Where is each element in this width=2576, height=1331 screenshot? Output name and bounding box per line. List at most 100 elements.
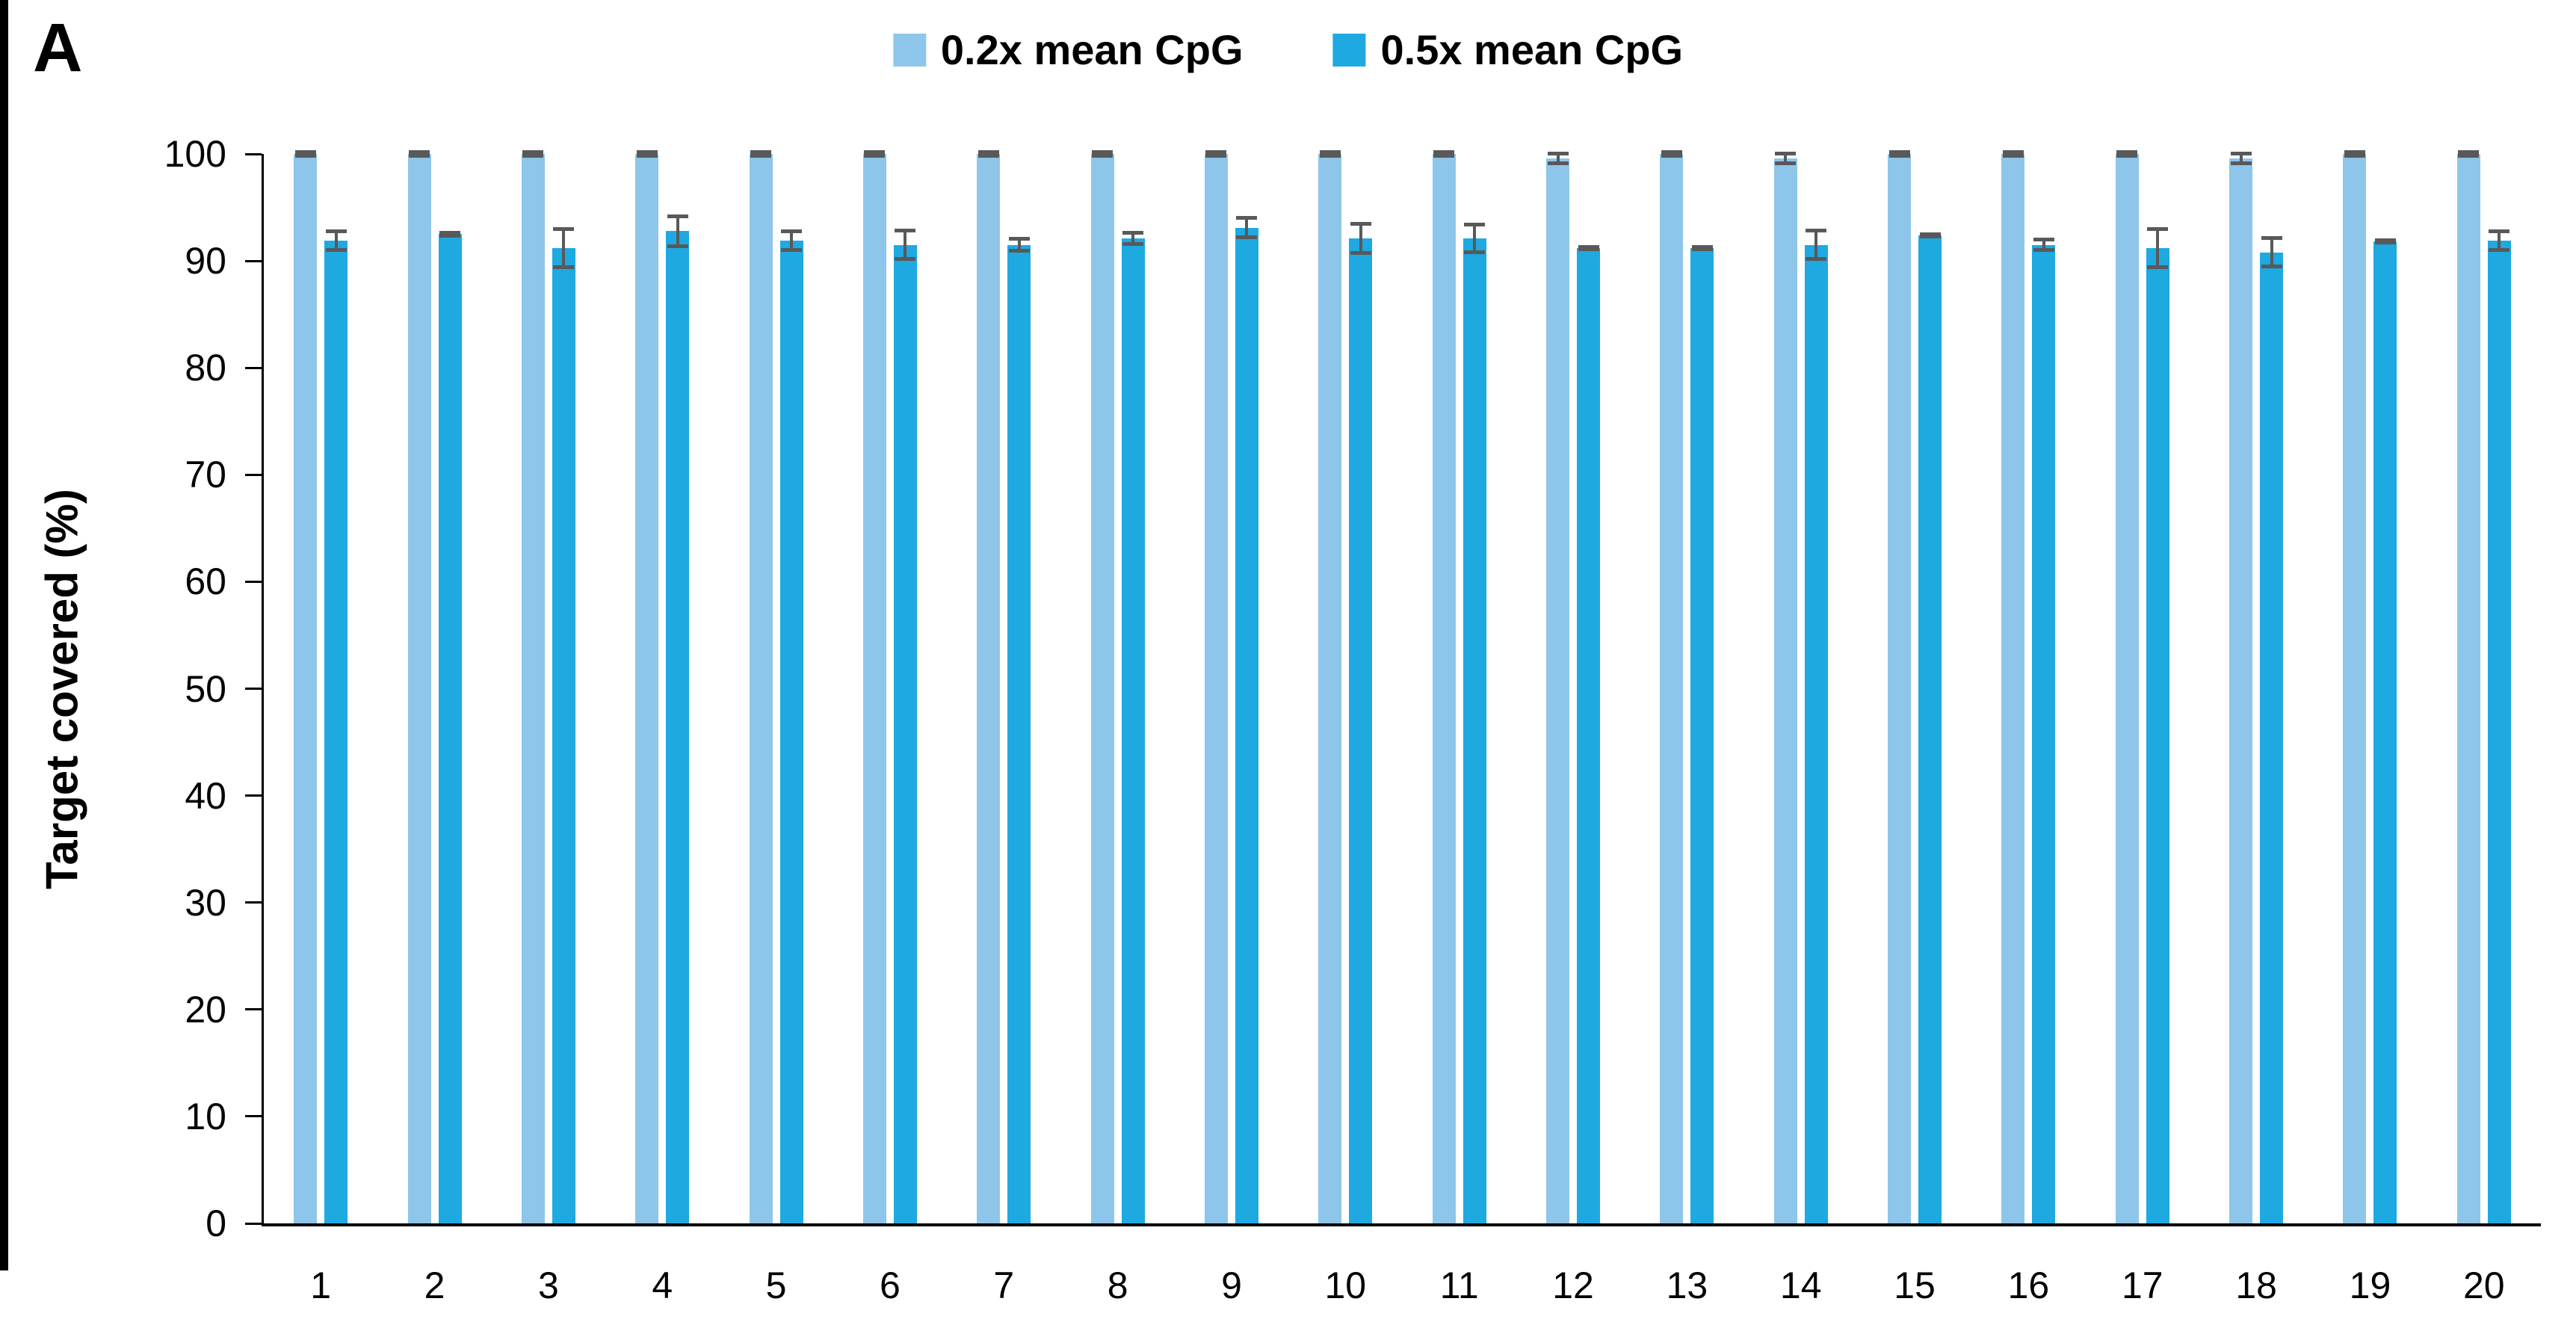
error-bar-cap: [325, 248, 347, 253]
y-axis-tick-label: 70: [185, 454, 226, 496]
error-bar-cap: [1350, 250, 1371, 255]
error-bar-cap: [2458, 150, 2480, 155]
error-bar-cap: [1888, 150, 1910, 155]
error-bar-cap: [636, 153, 658, 158]
error-bar-cap: [1092, 150, 1114, 155]
error-bar-cap: [409, 150, 430, 155]
error-bar-cap: [2147, 265, 2169, 270]
error-bar-cap: [2033, 237, 2054, 241]
error-bar-cap: [2230, 161, 2252, 165]
plot-area: Target covered (%) 0 10 20 30 40 50 60 70 80 90 10…: [37, 135, 2541, 1306]
x-axis-label: 9: [1221, 1264, 1242, 1306]
y-axis-tick-label: 100: [164, 133, 226, 175]
category-group: [947, 150, 1060, 1223]
error-bar-cap: [1888, 153, 1910, 158]
bar: [1773, 158, 1797, 1223]
bar: [521, 154, 545, 1223]
legend-swatch: [892, 33, 926, 67]
error-bar-line: [1556, 153, 1560, 164]
y-axis-tick: [245, 473, 262, 476]
error-bar-cap: [750, 153, 772, 158]
error-bar-line: [2498, 231, 2501, 250]
error-bar-cap: [1433, 150, 1455, 155]
error-bar-line: [2270, 238, 2273, 267]
bar: [552, 247, 575, 1223]
bar: [2373, 241, 2397, 1223]
bar: [1204, 154, 1228, 1223]
error-bar-line: [904, 230, 907, 259]
legend-swatch: [1332, 33, 1366, 67]
bar: [1432, 154, 1456, 1223]
x-axis-label: 8: [1107, 1264, 1128, 1306]
bar: [749, 154, 773, 1223]
bar: [1660, 154, 1684, 1223]
error-bar-cap: [1547, 151, 1569, 155]
y-axis-tick: [245, 152, 262, 155]
bar: [1918, 235, 1942, 1223]
y-axis-tick: [245, 366, 262, 369]
x-axis-label: 6: [880, 1264, 901, 1306]
bar: [2115, 154, 2139, 1223]
bar: [1121, 238, 1145, 1223]
error-bar-cap: [2116, 150, 2138, 155]
category-group: [2199, 151, 2313, 1223]
x-axis-label: 20: [2463, 1264, 2505, 1306]
error-bar-cap: [1806, 257, 1827, 262]
bar: [1804, 244, 1828, 1223]
bar: [2456, 154, 2480, 1223]
error-bar-cap: [977, 150, 999, 155]
error-bar-line: [1131, 232, 1135, 244]
error-bar-cap: [750, 150, 772, 155]
bar: [2146, 247, 2169, 1223]
legend-label: 0.5x mean CpG: [1380, 26, 1684, 73]
y-axis-tick: [245, 794, 262, 797]
error-bar-line: [334, 231, 338, 250]
error-bar-cap: [2116, 153, 2138, 158]
y-axis-tick-label: 60: [185, 560, 226, 603]
error-bar-line: [1017, 238, 1021, 251]
x-axis-label: 17: [2121, 1264, 2163, 1306]
bar: [666, 231, 690, 1223]
y-axis-tick-label: 50: [185, 667, 226, 710]
error-bar-cap: [2230, 151, 2252, 155]
error-bar-cap: [2489, 248, 2510, 253]
error-bar-line: [2042, 239, 2045, 250]
x-axis-label: 11: [1439, 1264, 1479, 1306]
error-bar-cap: [2147, 226, 2169, 231]
x-axis-label: 7: [993, 1264, 1015, 1306]
y-axis-tick: [245, 1008, 262, 1011]
bar: [1007, 244, 1031, 1223]
bar: [1318, 154, 1342, 1223]
error-bar-cap: [1205, 150, 1227, 155]
bar: [2343, 154, 2367, 1223]
category-group: [1403, 150, 1516, 1223]
error-bar-line: [676, 216, 679, 247]
legend-item: 0.5x mean CpG: [1332, 25, 1684, 74]
panel-label: A: [33, 10, 83, 86]
chart-legend: 0.2x mean CpG 0.5x mean CpG: [892, 25, 1684, 74]
category-group: [605, 150, 719, 1223]
error-bar-cap: [1236, 235, 1258, 240]
y-axis-tick: [245, 580, 262, 583]
error-bar-cap: [439, 230, 461, 235]
category-group: [1858, 150, 1971, 1223]
error-bar-cap: [1236, 216, 1258, 220]
category-group: [1971, 150, 2085, 1223]
category-group: [1630, 150, 1743, 1223]
error-bar-cap: [1319, 153, 1341, 158]
error-bar-cap: [2489, 229, 2510, 233]
error-bar-cap: [2344, 150, 2365, 155]
bar: [1690, 247, 1714, 1223]
bar: [893, 244, 917, 1223]
legend-item: 0.2x mean CpG: [892, 25, 1244, 74]
category-group: [1744, 151, 1858, 1223]
error-bar-line: [1784, 153, 1788, 164]
error-bar-cap: [1319, 150, 1341, 155]
error-bar-cap: [781, 229, 803, 233]
error-bar-line: [562, 229, 566, 268]
y-axis-tick-label: 80: [185, 347, 226, 389]
error-bar-cap: [294, 150, 316, 155]
error-bar-cap: [1092, 153, 1114, 158]
error-bar-cap: [864, 150, 886, 155]
